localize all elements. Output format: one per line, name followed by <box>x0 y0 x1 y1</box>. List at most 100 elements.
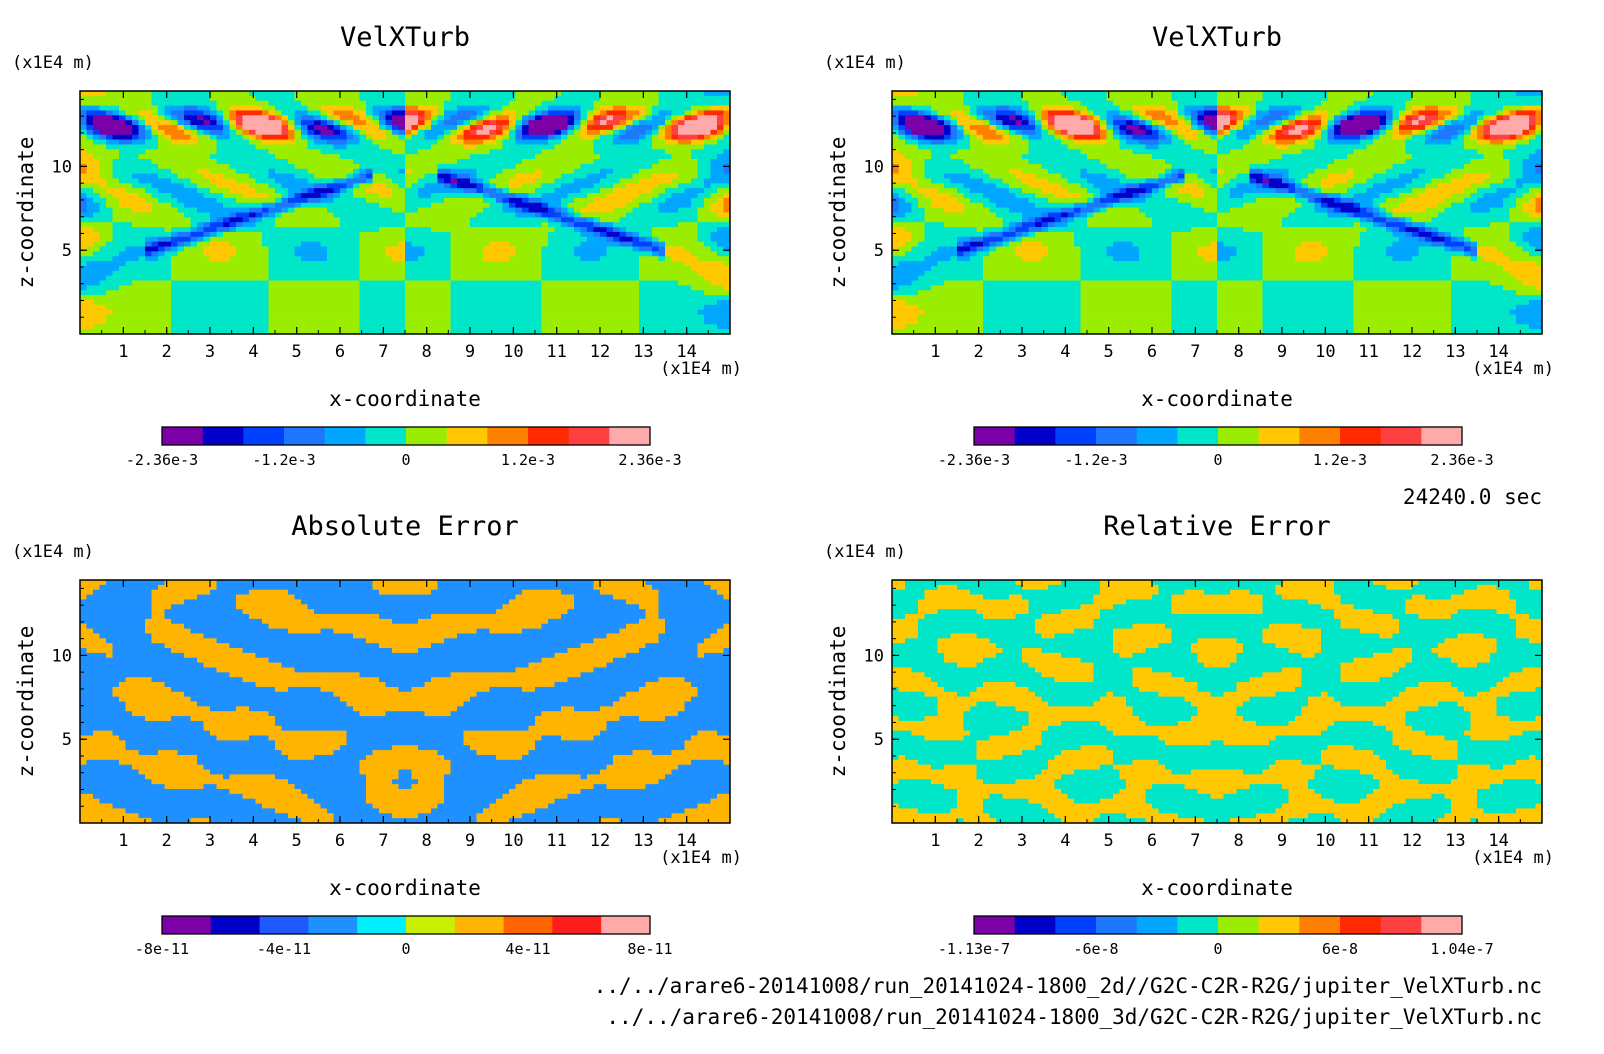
heatmap-cell <box>229 207 237 213</box>
heatmap-cell <box>470 261 477 267</box>
heatmap-cell <box>216 236 224 242</box>
heatmap-cell <box>385 241 393 247</box>
heatmap-cell <box>632 202 640 208</box>
heatmap-cell <box>483 246 490 252</box>
heatmap-cell <box>333 241 341 247</box>
heatmap-cell <box>606 324 614 330</box>
heatmap-cell <box>671 163 679 170</box>
heatmap-cell <box>580 207 588 213</box>
heatmap-cell <box>658 193 666 199</box>
heatmap-cell <box>418 256 425 262</box>
heatmap-cell <box>210 120 217 126</box>
heatmap-cell <box>145 154 152 160</box>
heatmap-cell <box>528 193 536 199</box>
heatmap-cell <box>457 207 464 213</box>
heatmap-cell <box>119 261 126 267</box>
heatmap-cell <box>236 217 243 223</box>
heatmap-cell <box>353 246 360 252</box>
heatmap-cell <box>509 207 516 213</box>
heatmap-cell <box>431 197 438 204</box>
heatmap-cell <box>372 261 380 267</box>
heatmap-cell <box>671 110 679 116</box>
heatmap-cell <box>203 280 211 286</box>
heatmap-cell <box>177 202 185 208</box>
heatmap-cell <box>463 163 471 170</box>
heatmap-cell <box>216 100 224 106</box>
heatmap-cell <box>229 183 237 189</box>
heatmap-cell <box>600 149 607 155</box>
heatmap-cell <box>587 110 594 116</box>
heatmap-cell <box>431 183 438 189</box>
heatmap-cell <box>93 144 100 150</box>
heatmap-cell <box>242 222 250 228</box>
heatmap-cell <box>541 295 549 301</box>
heatmap-cell <box>301 91 308 97</box>
heatmap-cell <box>405 159 412 165</box>
heatmap-cell <box>574 105 581 111</box>
heatmap-cell <box>398 129 406 136</box>
heatmap-cell <box>99 159 107 165</box>
heatmap-cell <box>717 183 724 189</box>
heatmap-cell <box>392 261 399 267</box>
heatmap-cell <box>515 193 523 199</box>
heatmap-cell <box>639 115 646 121</box>
heatmap-cell <box>359 265 367 272</box>
heatmap-cell <box>639 202 646 208</box>
heatmap-cell <box>418 110 425 116</box>
heatmap-cell <box>242 241 250 247</box>
heatmap-cell <box>171 290 178 296</box>
heatmap-cell <box>320 212 328 218</box>
heatmap-cell <box>671 251 679 257</box>
heatmap-cell <box>470 207 477 213</box>
heatmap-cell <box>307 309 315 315</box>
heatmap-cell <box>587 159 594 165</box>
heatmap-cell <box>580 319 588 325</box>
heatmap-cell <box>580 270 588 276</box>
heatmap-cell <box>574 168 581 174</box>
heatmap-cell <box>509 134 516 140</box>
heatmap-cell <box>359 144 367 150</box>
heatmap-cell <box>431 231 438 238</box>
heatmap-cell <box>119 241 126 247</box>
heatmap-cell <box>541 149 549 155</box>
heatmap-cell <box>463 100 471 106</box>
heatmap-cell <box>444 183 451 189</box>
heatmap-cell <box>561 139 568 145</box>
heatmap-cell <box>255 299 263 306</box>
heatmap-cell <box>275 217 282 223</box>
heatmap-cell <box>294 134 302 140</box>
heatmap-cell <box>236 168 243 174</box>
heatmap-cell <box>132 236 139 242</box>
heatmap-cell <box>450 105 458 111</box>
heatmap-cell <box>288 256 295 262</box>
heatmap-cell <box>678 168 685 174</box>
heatmap-cell <box>249 95 256 102</box>
heatmap-cell <box>119 212 126 218</box>
heatmap-cell <box>437 309 445 315</box>
heatmap-cell <box>684 304 692 310</box>
heatmap-cell <box>190 280 198 286</box>
heatmap-cell <box>444 309 451 315</box>
heatmap-cell <box>184 178 191 184</box>
heatmap-cell <box>80 304 87 310</box>
heatmap-cell <box>678 125 685 131</box>
heatmap-cell <box>346 134 354 140</box>
heatmap-cell <box>450 256 458 262</box>
heatmap-cell <box>463 256 471 262</box>
heatmap-cell <box>411 159 419 165</box>
heatmap-cell <box>132 115 139 121</box>
heatmap-cell <box>411 139 419 145</box>
heatmap-cell <box>112 256 120 262</box>
heatmap-cell <box>710 265 718 272</box>
heatmap-cell <box>457 241 464 247</box>
heatmap-cell <box>457 231 464 238</box>
heatmap-cell <box>112 202 120 208</box>
heatmap-cell <box>190 251 198 257</box>
heatmap-cell <box>619 265 627 272</box>
heatmap-cell <box>463 314 471 320</box>
heatmap-cell <box>418 149 425 155</box>
heatmap-cell <box>405 251 412 257</box>
heatmap-cell <box>112 231 120 238</box>
heatmap-cell <box>197 261 204 267</box>
heatmap-cell <box>164 246 172 252</box>
